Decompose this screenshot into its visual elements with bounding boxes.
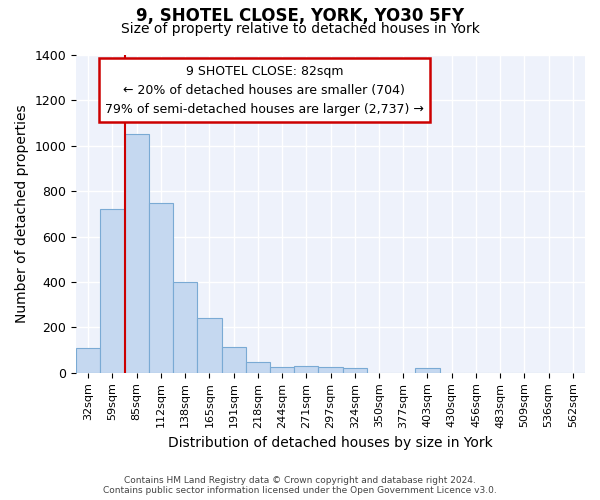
Bar	[149, 203, 173, 373]
Y-axis label: Number of detached properties: Number of detached properties	[15, 104, 29, 323]
Bar	[197, 318, 221, 373]
Text: Size of property relative to detached houses in York: Size of property relative to detached ho…	[121, 22, 479, 36]
Bar	[100, 210, 125, 373]
Text: Contains HM Land Registry data © Crown copyright and database right 2024.
Contai: Contains HM Land Registry data © Crown c…	[103, 476, 497, 495]
Text: 9, SHOTEL CLOSE, YORK, YO30 5FY: 9, SHOTEL CLOSE, YORK, YO30 5FY	[136, 8, 464, 26]
Bar	[221, 347, 246, 373]
Bar	[173, 282, 197, 373]
Bar	[246, 362, 270, 373]
Bar	[76, 348, 100, 373]
Bar	[319, 366, 343, 373]
Text: 9 SHOTEL CLOSE: 82sqm
← 20% of detached houses are smaller (704)
79% of semi-det: 9 SHOTEL CLOSE: 82sqm ← 20% of detached …	[105, 64, 424, 116]
Bar	[415, 368, 440, 373]
Bar	[270, 366, 294, 373]
Bar	[125, 134, 149, 373]
Bar	[294, 366, 319, 373]
Bar	[343, 368, 367, 373]
X-axis label: Distribution of detached houses by size in York: Distribution of detached houses by size …	[168, 436, 493, 450]
